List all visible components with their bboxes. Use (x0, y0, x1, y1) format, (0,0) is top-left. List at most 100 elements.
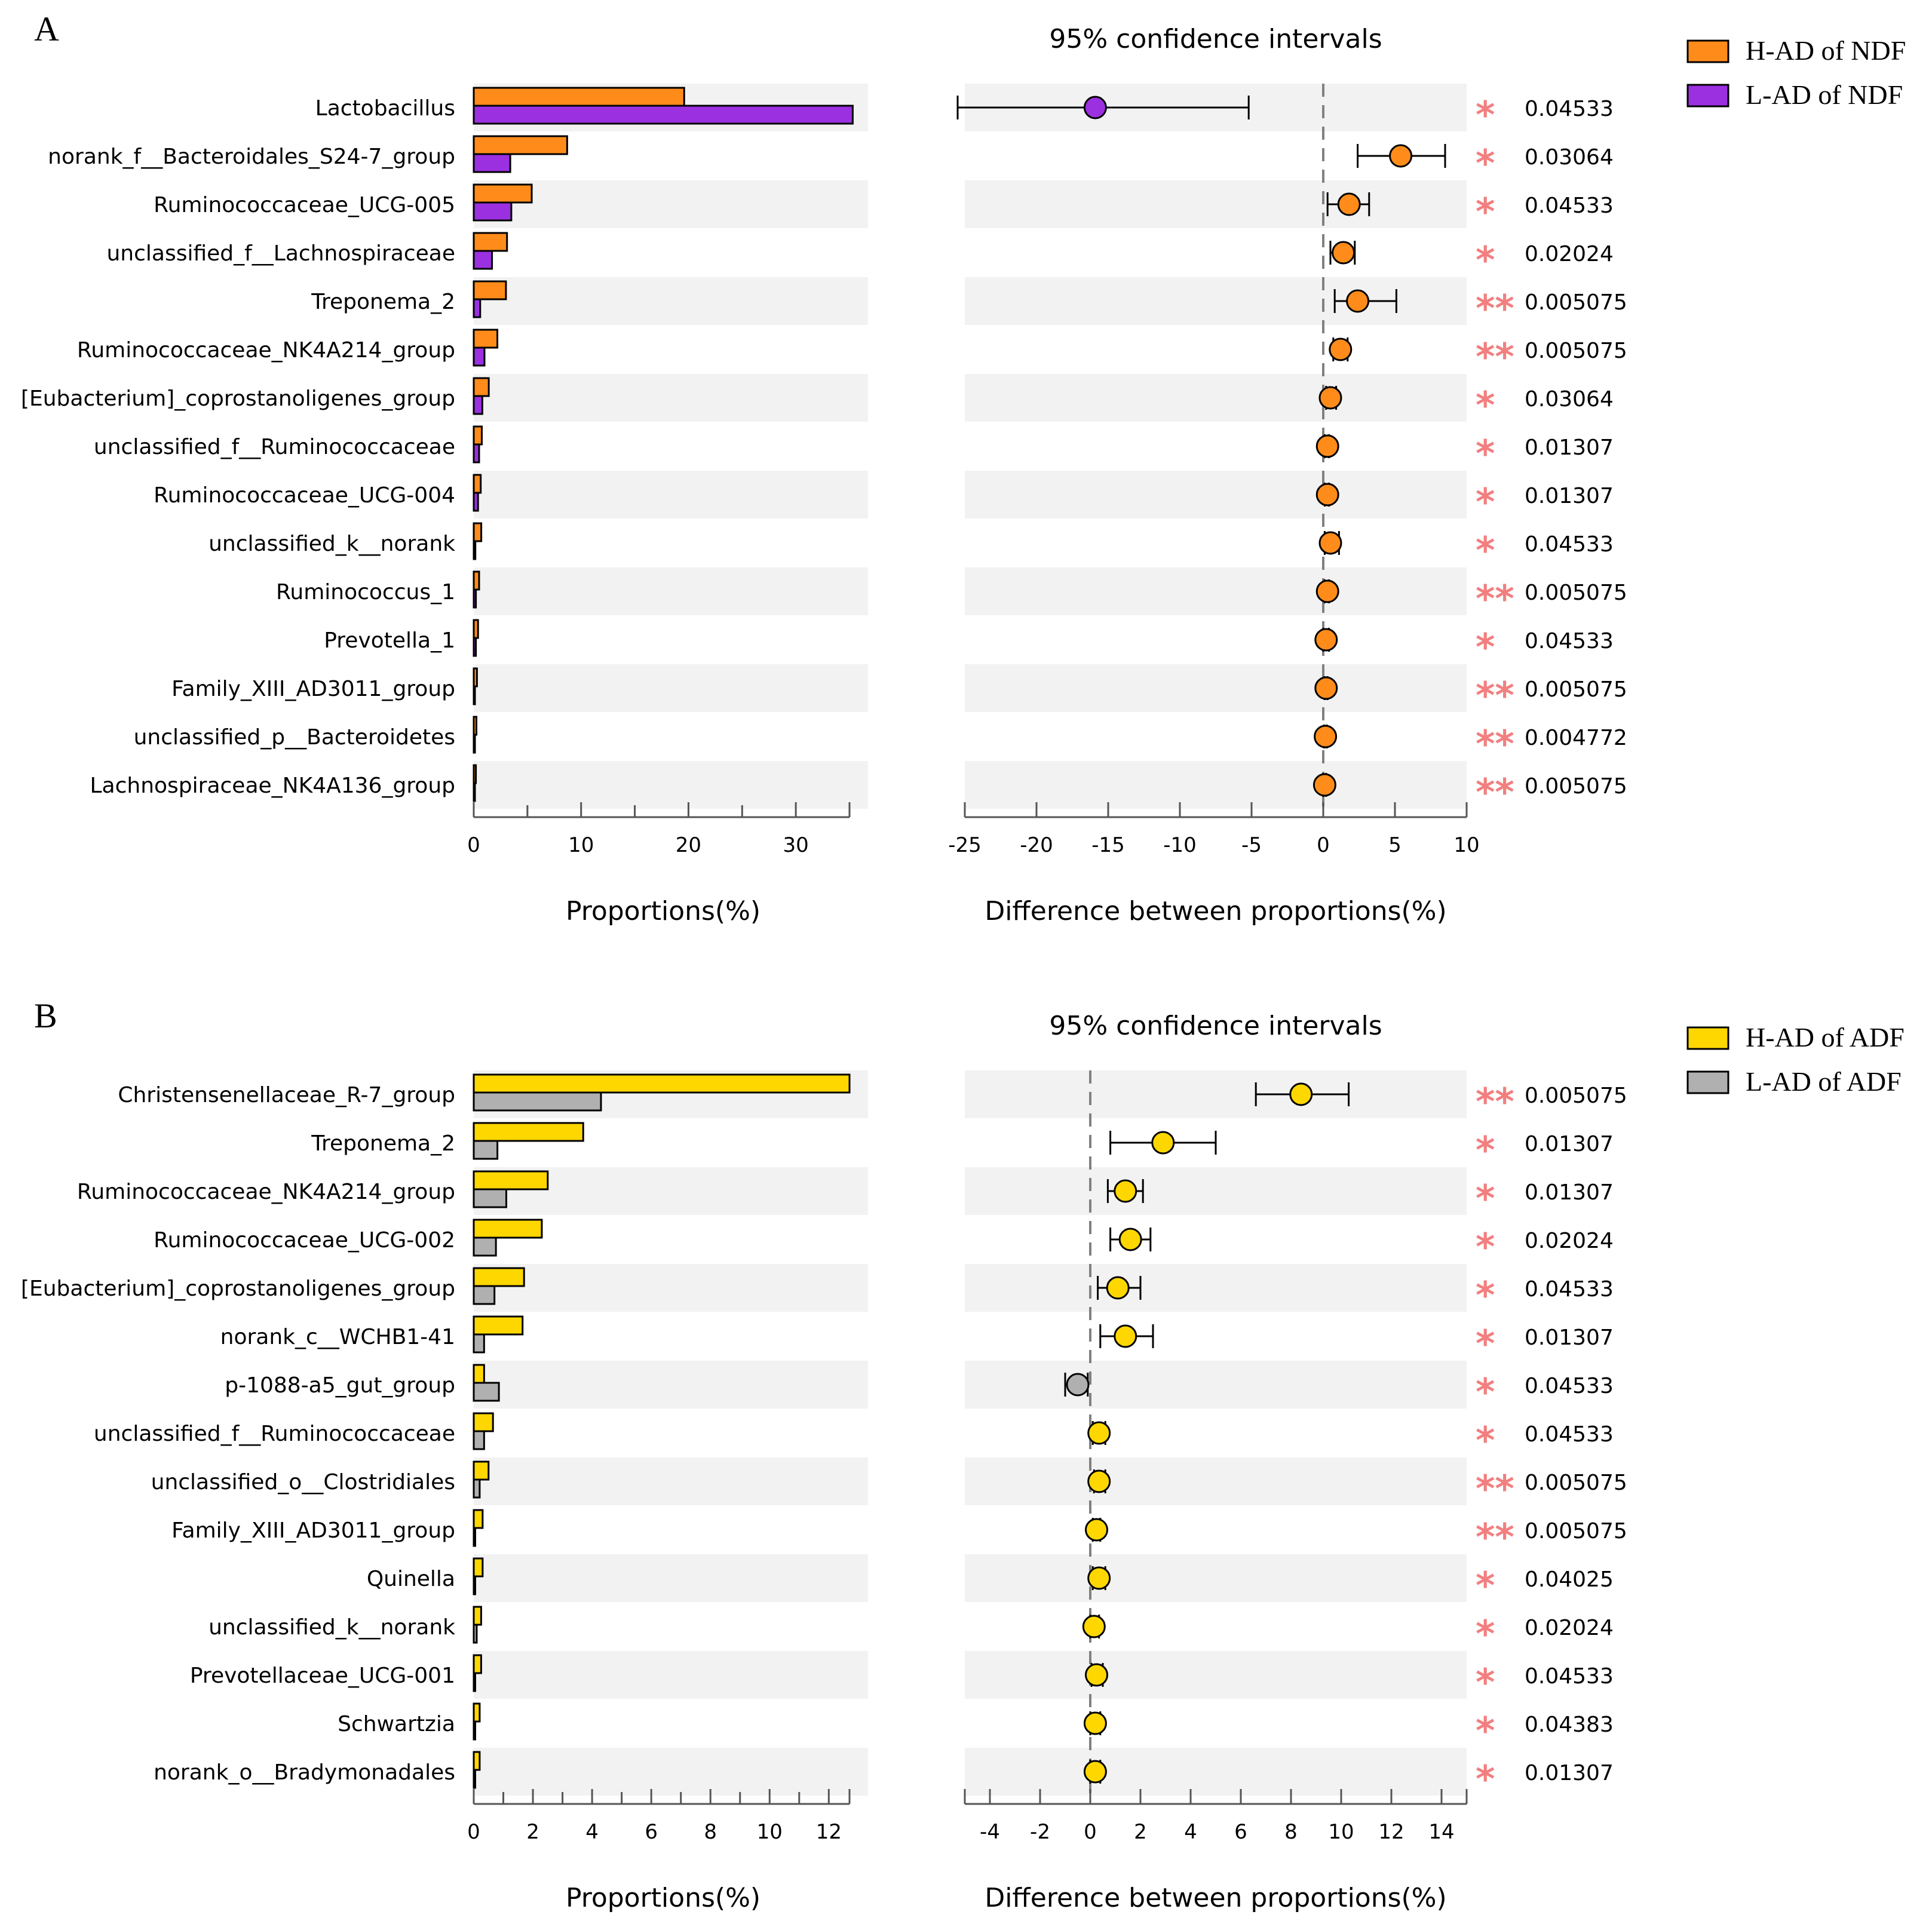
legend-swatch (1686, 84, 1729, 108)
bar-x-axis-title: Proportions(%) (566, 1883, 760, 1913)
bar-series-2 (473, 298, 482, 318)
diff-tick-label: -10 (1163, 833, 1197, 857)
diff-row-stripe (965, 1167, 1467, 1215)
p-value: 0.005075 (1525, 1519, 1627, 1544)
category-label: Treponema_2 (311, 1131, 455, 1156)
bar-series-1 (473, 474, 482, 494)
significance-mark: ** (1476, 1515, 1514, 1559)
difference-point (1083, 1711, 1107, 1735)
difference-point (1151, 1131, 1175, 1155)
bar-series-1 (473, 1170, 549, 1190)
p-value: 0.005075 (1525, 1471, 1627, 1495)
category-label: Ruminococcaceae_UCG-002 (154, 1228, 455, 1253)
category-label: unclassified_f__Lachnospiraceae (106, 241, 455, 266)
difference-point (1332, 241, 1356, 265)
category-label: unclassified_o__Clostridiales (151, 1470, 455, 1495)
category-label: Treponema_2 (311, 290, 455, 314)
diff-row-stripe (965, 1361, 1467, 1409)
bar-series-1 (473, 425, 483, 446)
significance-mark: * (1476, 432, 1495, 475)
bar-series-1 (473, 1364, 485, 1384)
diff-row-stripe (965, 471, 1467, 518)
category-label: p-1088-a5_gut_group (225, 1373, 455, 1398)
bar-row-stripe (474, 180, 868, 228)
diff-tick-label: -20 (1020, 833, 1053, 857)
diff-tick-label: 5 (1388, 833, 1402, 857)
bar-tick-label: 10 (568, 833, 594, 857)
category-label: unclassified_p__Bacteroidetes (134, 725, 455, 750)
diff-tick-label: 0 (1317, 833, 1330, 857)
p-value: 0.005075 (1525, 1084, 1627, 1108)
bar-series-2 (473, 1236, 497, 1257)
p-value: 0.03064 (1525, 145, 1614, 170)
bar-series-1 (473, 1702, 481, 1723)
p-value: 0.04533 (1525, 532, 1614, 557)
difference-point (1087, 1421, 1111, 1445)
category-label: Ruminococcus_1 (276, 580, 455, 604)
bar-tick-label: 12 (816, 1820, 842, 1844)
bar-series-1 (473, 329, 499, 349)
legend-label: L-AD of NDF (1746, 79, 1903, 110)
diff-tick-label: -2 (1030, 1820, 1050, 1844)
diff-row-stripe (965, 1070, 1467, 1118)
diff-row-stripe (965, 374, 1467, 422)
p-value: 0.04383 (1525, 1713, 1614, 1737)
p-value: 0.004772 (1525, 726, 1627, 750)
bar-row-stripe (474, 471, 868, 518)
bar-series-2 (473, 1430, 485, 1450)
diff-tick-label: -5 (1241, 833, 1262, 857)
p-value: 0.005075 (1525, 339, 1627, 363)
bar-row-stripe (474, 1651, 868, 1699)
panel-b: B Christensenellaceae_R-7_group Treponema_… (21, 996, 1905, 1913)
bar-series-2 (473, 588, 477, 609)
difference-point (1315, 434, 1339, 458)
bar-row-stripe (474, 374, 868, 422)
diff-tick-label: -4 (980, 1820, 1000, 1844)
bar-series-2 (473, 395, 483, 415)
p-value: 0.01307 (1525, 1132, 1614, 1156)
bar-series-1 (473, 1509, 484, 1529)
bar-series-2 (473, 1575, 476, 1595)
p-value: 0.005075 (1525, 581, 1627, 605)
diff-row-stripe (965, 1651, 1467, 1699)
bar-series-2 (473, 1091, 602, 1112)
significance-mark: ** (1476, 1467, 1514, 1511)
legend-label: H-AD of NDF (1746, 35, 1906, 66)
p-value: 0.04533 (1525, 97, 1614, 121)
diff-row-stripe (965, 761, 1467, 809)
category-label: Prevotellaceae_UCG-001 (190, 1664, 455, 1688)
diff-tick-label: 0 (1084, 1820, 1097, 1844)
bar-series-2 (473, 1140, 499, 1160)
bar-tick-label: 20 (676, 833, 701, 857)
bar-series-1 (473, 1606, 482, 1626)
diff-x-axis-title: Difference between proportions(%) (985, 896, 1446, 926)
category-label: unclassified_f__Ruminococcaceae (94, 435, 455, 459)
bar-tick-label: 4 (585, 1820, 599, 1844)
bar-series-2 (473, 492, 479, 512)
diff-row-stripe (965, 180, 1467, 228)
bar-series-2 (473, 782, 476, 802)
bar-x-axis-title: Proportions(%) (566, 896, 760, 926)
category-label: norank_c__WCHB1-41 (220, 1325, 455, 1349)
category-label: Prevotella_1 (324, 628, 455, 653)
difference-point (1337, 192, 1361, 216)
bar-series-2 (473, 540, 477, 560)
bar-series-1 (473, 1557, 484, 1578)
category-label: Family_XIII_AD3011_group (171, 1518, 455, 1543)
p-value: 0.04533 (1525, 1664, 1614, 1689)
bar-tick-label: 2 (526, 1820, 539, 1844)
difference-point (1087, 1566, 1111, 1590)
significance-mark: * (1476, 1128, 1495, 1172)
bar-row-stripe (474, 1457, 868, 1505)
bar-series-1 (473, 619, 479, 639)
significance-mark: * (1476, 1612, 1495, 1656)
bar-series-2 (473, 105, 854, 125)
difference-point (1082, 1615, 1106, 1638)
p-value: 0.005075 (1525, 290, 1627, 315)
difference-point (1106, 1276, 1130, 1300)
significance-mark: * (1476, 238, 1495, 282)
category-label: [Eubacterium]_coprostanoligenes_group (21, 1276, 455, 1301)
difference-point (1312, 773, 1336, 797)
bar-series-2 (473, 201, 513, 222)
difference-point (1346, 289, 1370, 313)
